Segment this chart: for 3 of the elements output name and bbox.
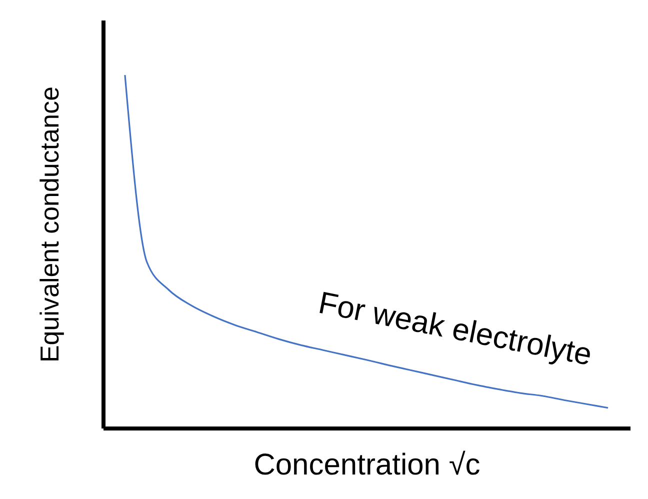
y-axis-title: Equivalent conductance	[34, 86, 64, 363]
x-axis-title: Concentration √c	[254, 448, 480, 482]
annotation: For weak electrolyte	[316, 284, 595, 372]
